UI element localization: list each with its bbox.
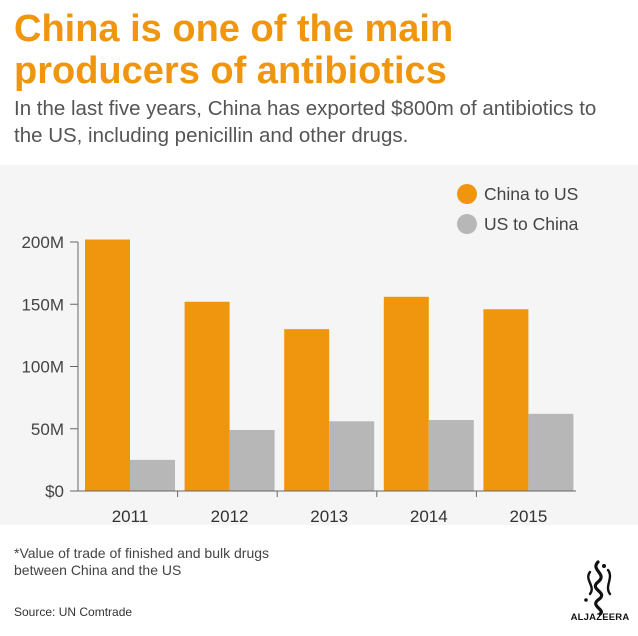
source-credit: Source: UN Comtrade: [14, 605, 133, 619]
chart-title: China is one of the main producers of an…: [14, 8, 454, 92]
legend-label: China to US: [484, 184, 578, 204]
x-tick-label: 2011: [112, 507, 149, 525]
bars: [85, 239, 574, 491]
y-tick-label: 200M: [21, 233, 64, 252]
bar-china-to-us-2014: [383, 296, 429, 491]
bar-china-to-us-2012: [184, 301, 230, 491]
bar-us-to-china-2011: [130, 459, 175, 491]
bar-chart: China to US US to China $0 50M 100M 150M 200M…: [0, 165, 638, 525]
y-tick-label: 150M: [21, 295, 64, 314]
legend-label: US to China: [484, 214, 579, 234]
legend-swatch: [457, 214, 477, 234]
x-tick-label: 2014: [410, 507, 448, 525]
x-axis: 2011 2012 2013 2014 2015: [112, 491, 547, 525]
bar-china-to-us-2015: [483, 309, 529, 491]
bar-us-to-china-2013: [329, 421, 375, 491]
x-tick-label: 2012: [211, 507, 249, 525]
x-tick-label: 2013: [310, 507, 348, 525]
bar-us-to-china-2015: [528, 413, 574, 491]
bar-us-to-china-2014: [428, 420, 474, 491]
legend-swatch: [457, 184, 477, 204]
y-tick-label: 100M: [21, 358, 64, 377]
footnote: *Value of trade of finished and bulk dru…: [14, 545, 270, 578]
y-tick-label: 50M: [31, 420, 64, 439]
bar-china-to-us-2011: [85, 239, 130, 491]
aljazeera-logo-icon: [584, 560, 612, 616]
y-tick-label: $0: [45, 482, 64, 501]
x-tick-label: 2015: [509, 507, 547, 525]
bar-us-to-china-2012: [229, 429, 275, 491]
legend: China to US US to China: [457, 184, 579, 234]
bar-china-to-us-2013: [284, 329, 330, 491]
logo-text: ALJAZEERA: [570, 612, 630, 623]
y-axis: $0 50M 100M 150M 200M: [21, 233, 79, 501]
chart-subtitle: In the last five years, China has export…: [14, 97, 597, 147]
